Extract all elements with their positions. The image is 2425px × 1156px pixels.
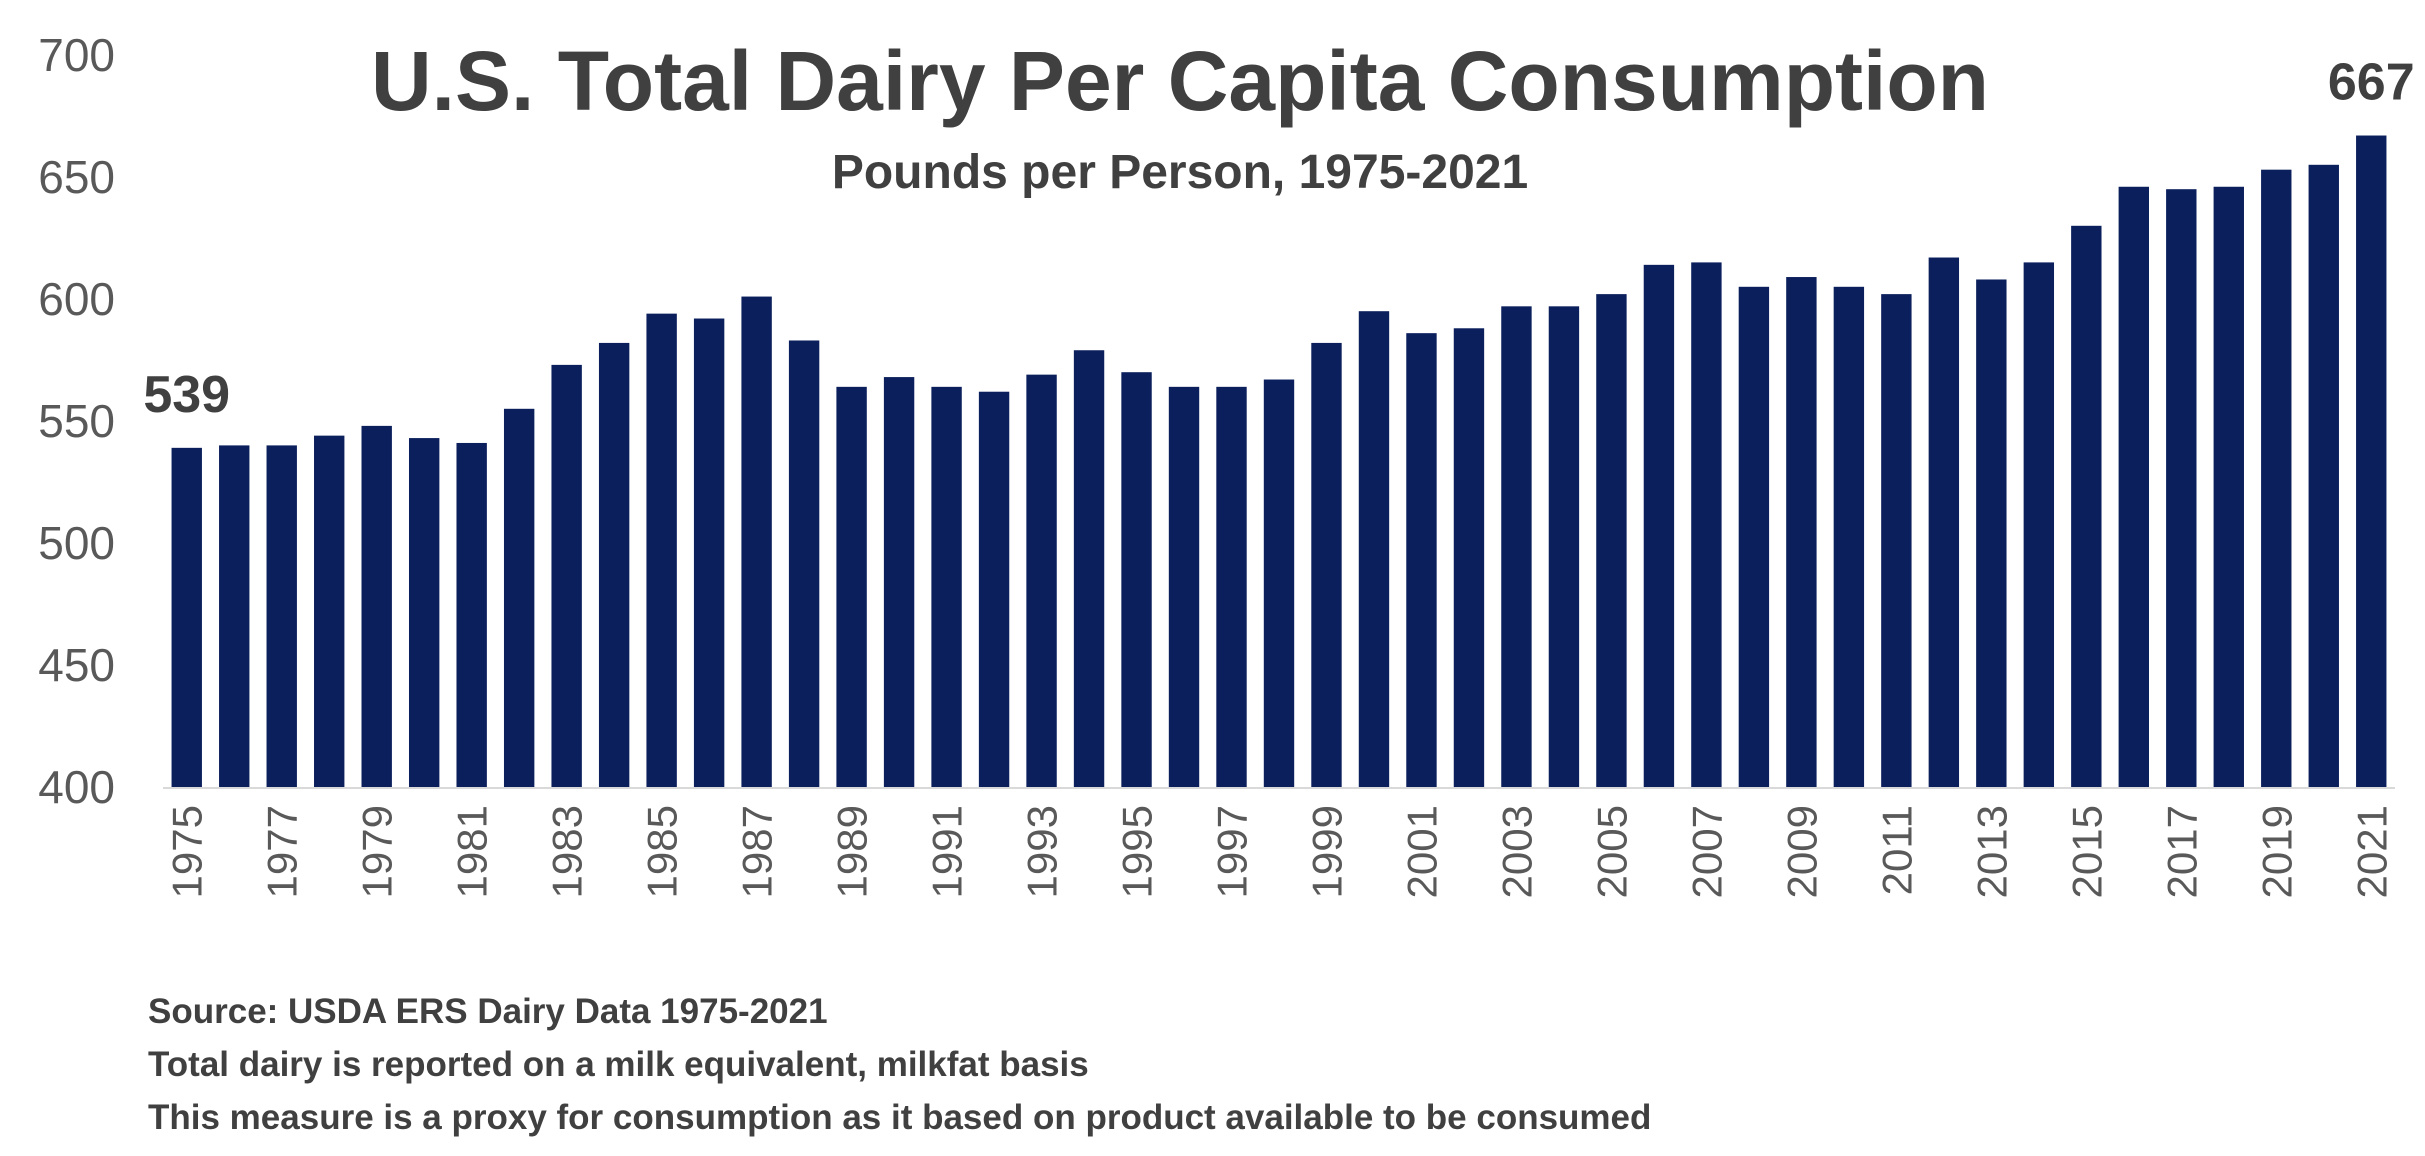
x-tick-label: 1999 xyxy=(1303,805,1350,898)
bar-2002 xyxy=(1453,328,1485,787)
x-tick-label: 2009 xyxy=(1778,805,1825,898)
x-tick-label: 2001 xyxy=(1398,805,1445,898)
bar-2018 xyxy=(2213,186,2244,787)
bar-1990 xyxy=(883,377,915,787)
bar-2015 xyxy=(2071,225,2102,788)
bar-2021 xyxy=(2356,135,2387,787)
bar-1999 xyxy=(1311,342,1342,787)
footnotes: Source: USDA ERS Dairy Data 1975-2021 To… xyxy=(148,985,2348,1144)
bar-1978 xyxy=(314,435,345,787)
x-tick-label: 2017 xyxy=(2158,805,2205,898)
bar-2004 xyxy=(1548,306,1580,787)
x-tick-label: 2003 xyxy=(1493,805,1540,898)
bar-2008 xyxy=(1738,286,1770,787)
bar-2006 xyxy=(1643,264,1675,788)
bar-2019 xyxy=(2261,169,2292,787)
proxy-note: This measure is a proxy for consumption … xyxy=(148,1098,1652,1137)
bar-1984 xyxy=(598,342,630,787)
bar-1987 xyxy=(741,296,772,787)
x-tick-label: 2005 xyxy=(1588,805,1635,898)
data-label-1975: 539 xyxy=(143,366,230,424)
x-tick-label: 1997 xyxy=(1209,805,1256,898)
x-tick-label: 1983 xyxy=(544,805,591,898)
bar-1983 xyxy=(551,364,582,787)
bar-2012 xyxy=(1928,257,1960,787)
chart-title: U.S. Total Dairy Per Capita Consumption xyxy=(371,34,1989,128)
bar-2001 xyxy=(1406,333,1437,787)
bar-2010 xyxy=(1833,286,1865,787)
x-tick-label: 1989 xyxy=(829,805,876,898)
bar-1988 xyxy=(788,340,820,787)
x-tick-label: 2021 xyxy=(2348,805,2395,898)
x-tick-label: 2007 xyxy=(1683,805,1730,898)
y-tick-label: 700 xyxy=(38,29,115,81)
bar-1989 xyxy=(836,386,867,787)
bar-1996 xyxy=(1168,386,1200,787)
y-tick-label: 500 xyxy=(38,517,115,569)
bar-2009 xyxy=(1786,277,1817,787)
y-axis: 400 450 500 550 600 650 700 xyxy=(38,29,115,813)
bar-1985 xyxy=(646,313,677,787)
x-axis: 1975 1977 1979 1981 1983 1985 1987 1989 1991 1993… xyxy=(164,805,2396,898)
bar-1992 xyxy=(978,391,1010,787)
bar-1982 xyxy=(503,408,535,787)
bar-1975 xyxy=(171,447,202,787)
source-note: Source: USDA ERS Dairy Data 1975-2021 xyxy=(148,992,828,1031)
bar-2013 xyxy=(1976,279,2007,787)
bar-2020 xyxy=(2308,164,2339,788)
x-tick-label: 1995 xyxy=(1114,805,1161,898)
x-tick-label: 1981 xyxy=(449,805,496,898)
bar-1979 xyxy=(361,425,392,787)
y-tick-label: 650 xyxy=(38,151,115,203)
bar-1994 xyxy=(1073,350,1105,787)
bar-2003 xyxy=(1501,306,1532,787)
y-tick-label: 550 xyxy=(38,395,115,447)
bar-series xyxy=(171,135,2387,788)
bar-1977 xyxy=(266,445,297,787)
x-tick-label: 1975 xyxy=(164,805,211,898)
x-tick-label: 1979 xyxy=(354,805,401,898)
bar-1998 xyxy=(1263,379,1295,787)
x-tick-label: 2019 xyxy=(2253,805,2300,898)
bar-1981 xyxy=(456,442,487,787)
bar-2014 xyxy=(2023,262,2055,787)
x-tick-label: 2011 xyxy=(1873,805,1920,895)
bar-2016 xyxy=(2118,186,2149,787)
data-label-2021: 667 xyxy=(2328,54,2415,112)
x-tick-label: 1977 xyxy=(259,805,306,898)
bar-1993 xyxy=(1026,374,1057,787)
bar-1997 xyxy=(1216,386,1247,787)
bar-1991 xyxy=(931,386,962,787)
bar-1980 xyxy=(408,438,440,787)
bar-2005 xyxy=(1596,294,1627,787)
bar-2000 xyxy=(1358,311,1390,787)
data-labels: 539 667 xyxy=(143,54,2414,424)
bar-1995 xyxy=(1121,372,1152,787)
x-tick-label: 1985 xyxy=(639,805,686,898)
chart-subtitle: Pounds per Person, 1975-2021 xyxy=(832,146,1528,199)
bar-1976 xyxy=(219,445,250,787)
x-tick-label: 1991 xyxy=(924,805,971,898)
x-tick-label: 1993 xyxy=(1019,805,1066,898)
bar-2017 xyxy=(2166,189,2197,787)
y-tick-label: 450 xyxy=(38,639,115,691)
bar-1986 xyxy=(693,318,725,787)
y-tick-label: 400 xyxy=(38,761,115,813)
x-tick-label: 2015 xyxy=(2063,805,2110,898)
y-tick-label: 600 xyxy=(38,273,115,325)
basis-note: Total dairy is reported on a milk equiva… xyxy=(148,1045,1089,1084)
x-tick-label: 2013 xyxy=(1968,805,2015,898)
bar-2007 xyxy=(1691,262,1722,787)
x-tick-label: 1987 xyxy=(734,805,781,898)
bar-2011 xyxy=(1881,294,1912,787)
